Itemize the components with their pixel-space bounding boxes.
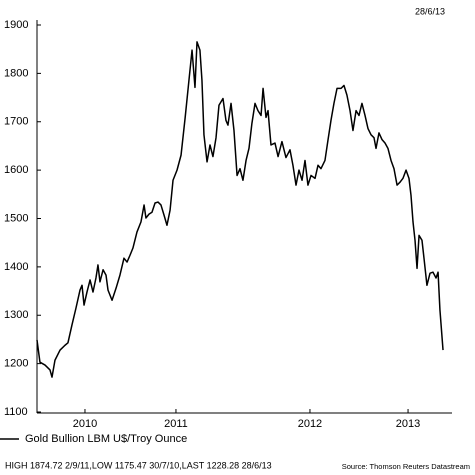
x-tick-label: 2011 [164, 418, 188, 430]
date-label: 28/6/13 [415, 6, 445, 16]
y-tick-label: 1600 [4, 164, 28, 176]
y-tick-label: 1900 [4, 19, 28, 31]
footnote: HIGH 1874.72 2/9/11,LOW 1175.47 30/7/10,… [5, 460, 272, 470]
y-tick-label: 1300 [4, 309, 28, 321]
y-tick-label: 1500 [4, 212, 28, 224]
y-tick-label: 1700 [4, 116, 28, 128]
x-tick-label: 2010 [73, 418, 97, 430]
x-tick-label: 2012 [298, 418, 322, 430]
y-tick-label: 1100 [4, 406, 28, 418]
y-tick-label: 1800 [4, 67, 28, 79]
y-tick-label: 1400 [4, 261, 28, 273]
legend-label: Gold Bullion LBM U$/Troy Ounce [25, 433, 187, 445]
source: Source: Thomson Reuters Datastream [342, 462, 470, 471]
y-tick-label: 1200 [4, 358, 28, 370]
price-line [36, 41, 444, 378]
x-tick-label: 2013 [396, 418, 420, 430]
